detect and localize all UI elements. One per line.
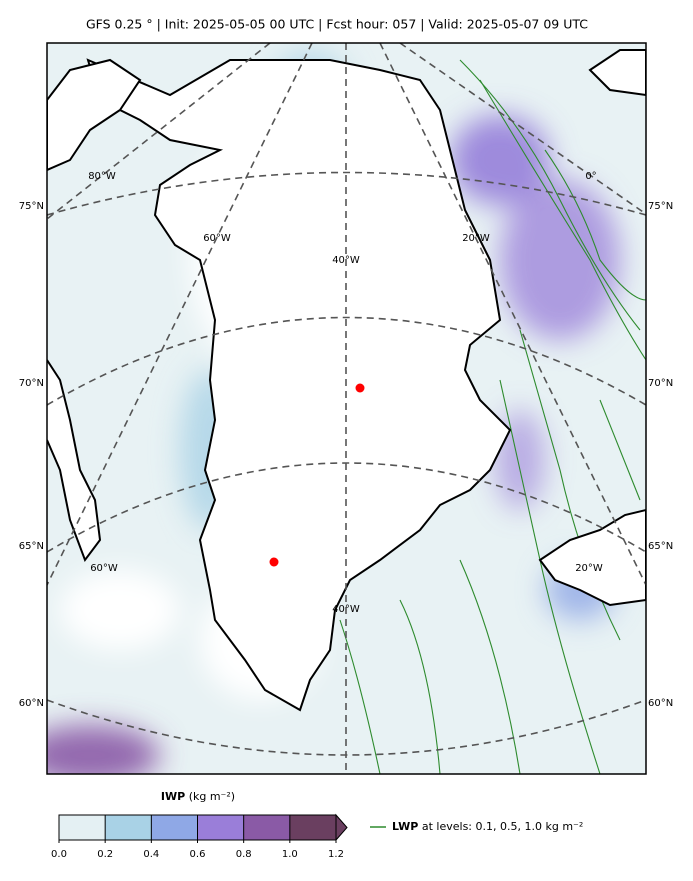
colorbar-tick-label: 1.2: [328, 849, 344, 860]
colorbar-units: (kg m⁻²): [189, 790, 235, 803]
lon-label: 80°W: [88, 171, 116, 182]
lon-label: 60°W: [90, 563, 118, 574]
colorbar-tick-label: 0.2: [97, 849, 113, 860]
lat-label: 65°N: [648, 541, 673, 552]
graticule: [47, 43, 646, 774]
legend-name: LWP: [392, 820, 418, 833]
legend-desc: at levels: 0.1, 0.5, 1.0 kg m⁻²: [422, 820, 583, 833]
colorbar-tick-label: 0.6: [190, 849, 206, 860]
marker: [355, 383, 365, 393]
lat-label: 70°N: [19, 378, 44, 389]
lon-label: 40°W: [332, 604, 360, 615]
lat-label: 60°N: [19, 698, 44, 709]
colorbar-segment: [105, 815, 152, 840]
lat-label: 75°N: [648, 201, 673, 212]
marker: [269, 557, 279, 567]
lat-label: 60°N: [648, 698, 673, 709]
lat-label: 70°N: [648, 378, 673, 389]
title: GFS 0.25 ° | Init: 2025-05-05 00 UTC | F…: [86, 17, 588, 32]
colorbar-segment: [59, 815, 106, 840]
colorbar-extension: [335, 813, 348, 842]
lon-label: 20°W: [575, 563, 603, 574]
colorbar-label: IWP (kg m⁻²): [161, 790, 235, 803]
colorbar-tick-label: 0.0: [51, 849, 67, 860]
map: 80°W 60°W 40°W 20°W 0° 60°W 40°W 20°W: [47, 43, 646, 774]
colorbar-tick-label: 0.4: [143, 849, 159, 860]
map-frame: [46, 42, 647, 775]
lon-label: 40°W: [332, 255, 360, 266]
colorbar-segment: [197, 815, 245, 840]
colorbar-segment: [243, 815, 291, 840]
colorbar-name: IWP: [161, 790, 185, 803]
coastline: [47, 49, 646, 712]
colorbar-segment: [289, 815, 337, 840]
lon-label: 20°W: [462, 233, 490, 244]
colorbar-segment: [151, 815, 198, 840]
colorbar-tick-label: 1.0: [282, 849, 298, 860]
lon-label: 0°: [585, 171, 596, 182]
legend-text: LWP at levels: 0.1, 0.5, 1.0 kg m⁻²: [392, 820, 583, 833]
lon-label: 60°W: [203, 233, 231, 244]
colorbar-tick-label: 0.8: [236, 849, 252, 860]
lat-label: 75°N: [19, 201, 44, 212]
lat-label: 65°N: [19, 541, 44, 552]
